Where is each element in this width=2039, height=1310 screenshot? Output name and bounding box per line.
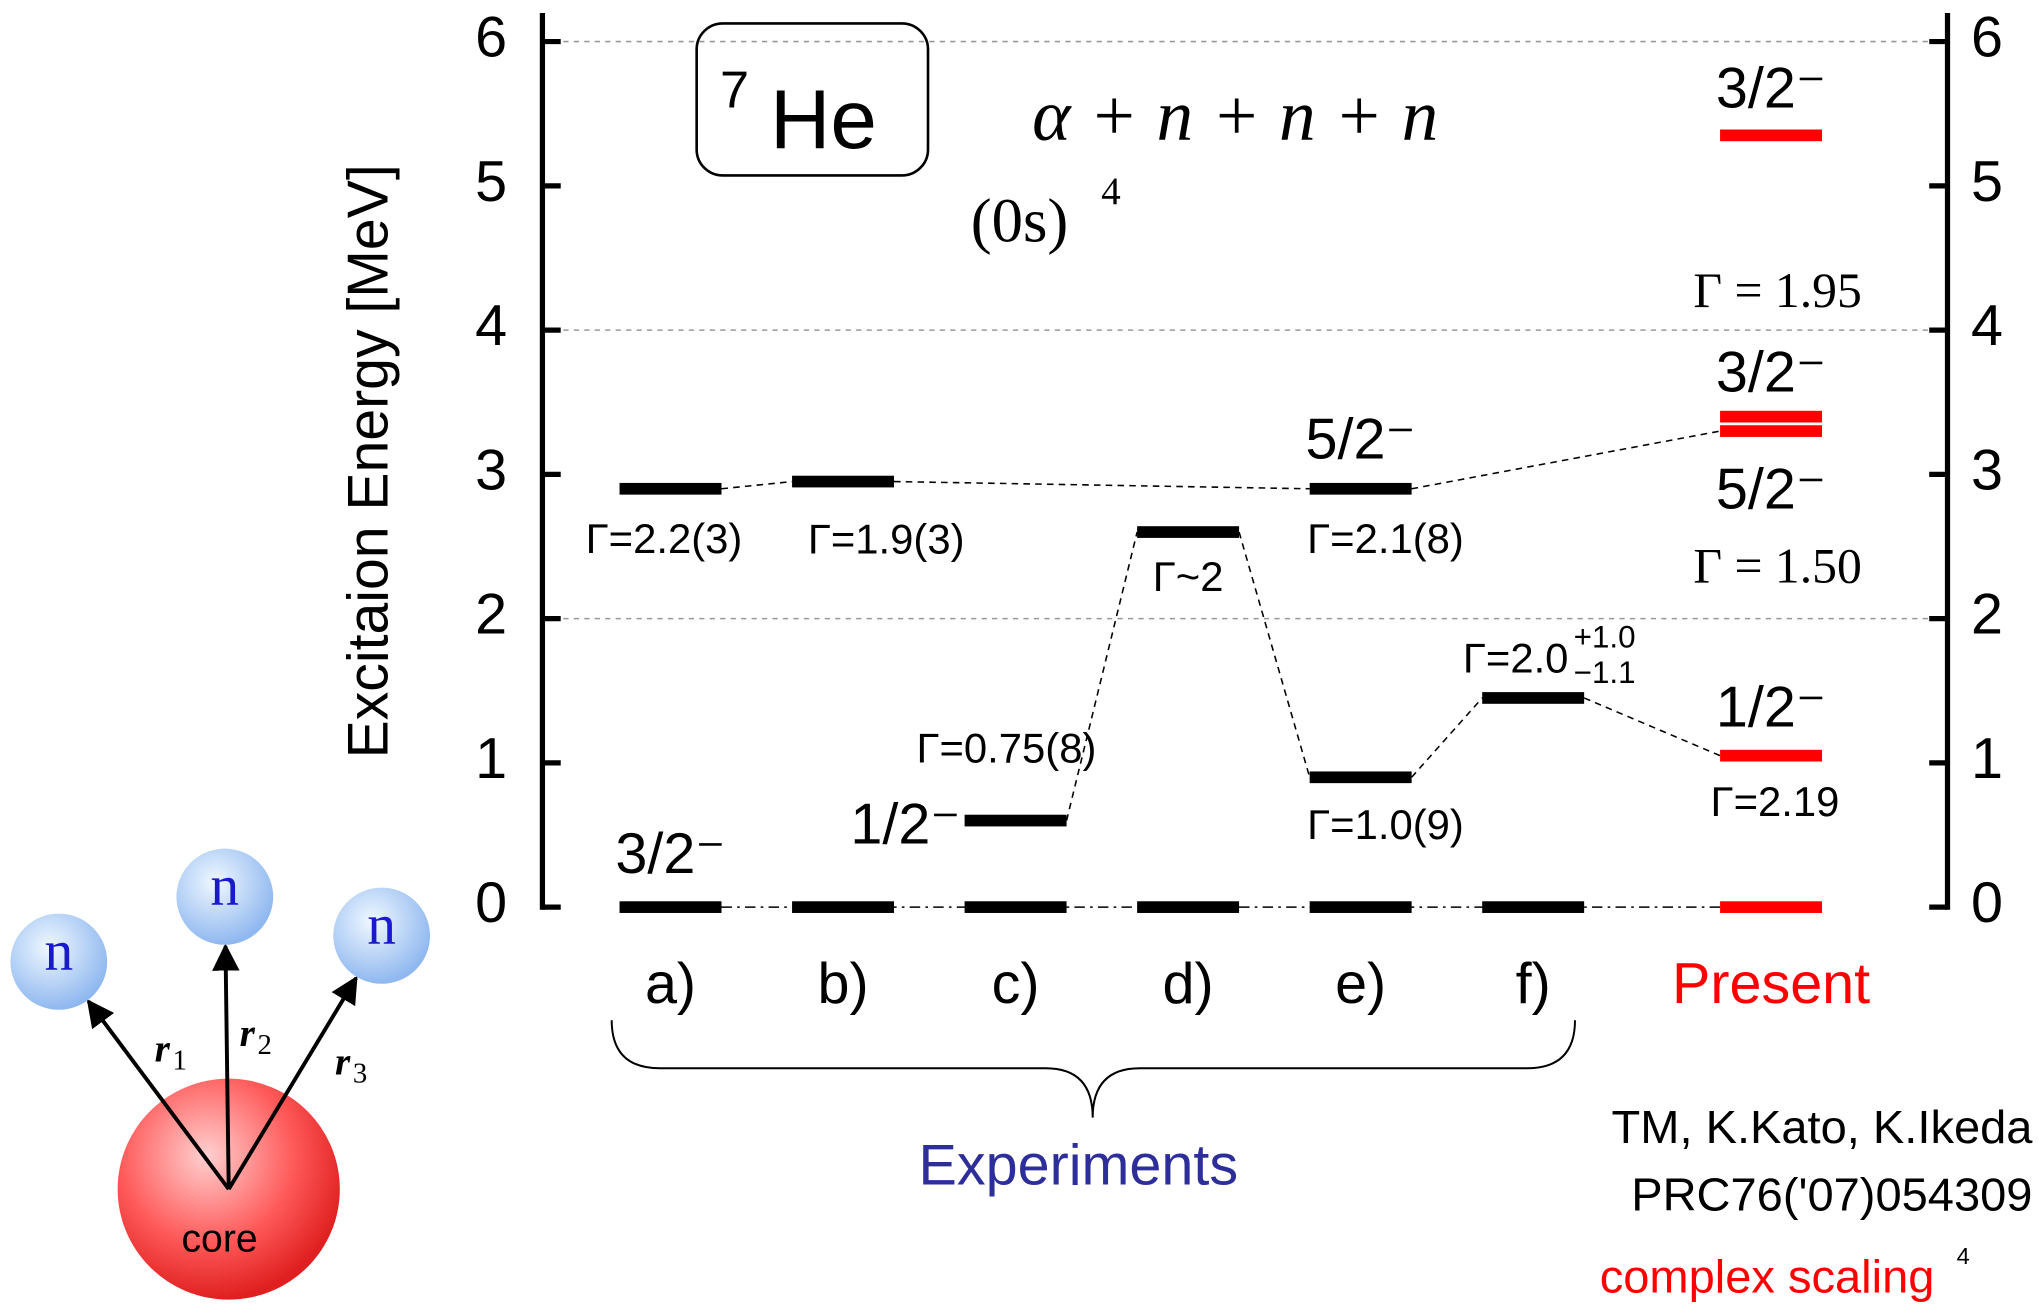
nucleus: He: [770, 72, 877, 166]
width-label: Γ=2.0: [1463, 635, 1569, 682]
width-error-minus: −1.1: [1574, 655, 1636, 690]
category-label: c): [992, 952, 1040, 1016]
level: [1720, 410, 1823, 423]
category-label: f): [1516, 952, 1551, 1016]
category-label: Present: [1672, 952, 1870, 1016]
level: [1720, 901, 1823, 913]
connector: [894, 480, 1310, 490]
neutron: [333, 887, 431, 984]
y2-tick-label: 6: [1971, 6, 2003, 70]
level: [964, 814, 1067, 827]
vector-index: 1: [173, 1045, 187, 1077]
connector: [1411, 430, 1721, 490]
width-label: Γ=2.19: [1711, 778, 1840, 825]
vector-symbol: r: [335, 1041, 351, 1084]
width-label: Γ~2: [1153, 553, 1224, 600]
y2-tick-label: 5: [1971, 150, 2003, 214]
spin-label: 3/2⁻: [1716, 341, 1826, 405]
level: [619, 482, 722, 495]
mass-number: 7: [720, 61, 749, 119]
neutron-label: n: [44, 920, 73, 983]
arrow: [212, 943, 240, 1190]
connector: [1238, 531, 1311, 778]
level: [1720, 425, 1823, 437]
level: [619, 901, 722, 913]
connector: [721, 480, 793, 490]
y2-tick-label: 4: [1971, 294, 2003, 358]
spin-label: 5/2⁻: [1305, 408, 1415, 472]
level: [1482, 901, 1585, 913]
level: [964, 901, 1067, 913]
connector: [1583, 697, 1721, 757]
level: [1137, 526, 1240, 538]
arrow: [86, 999, 231, 1191]
connector: [1411, 697, 1483, 778]
y-tick-label: 6: [475, 6, 507, 70]
spin-label: 3/2⁻: [1716, 57, 1826, 121]
vector-index: 3: [353, 1058, 367, 1090]
journal: PRC76('07)054309: [1631, 1169, 2032, 1221]
y-tick-label: 3: [475, 439, 507, 503]
width-label: Γ=2.2(3): [586, 515, 743, 562]
level: [1482, 692, 1585, 704]
level: [1309, 771, 1412, 784]
spin-label: 1/2⁻: [850, 793, 960, 857]
y-tick-label: 4: [475, 294, 507, 358]
y2-tick-label: 3: [1971, 439, 2003, 503]
width-label: Γ = 1.50: [1693, 539, 1861, 594]
level: [1720, 749, 1823, 762]
y-axis-title: Excitaion Energy [MeV]: [337, 164, 401, 758]
config: (0s): [971, 186, 1069, 256]
neutron: [10, 913, 108, 1010]
vector-symbol: r: [155, 1028, 171, 1071]
neutron: [176, 848, 274, 945]
level: [1720, 129, 1823, 142]
level: [792, 475, 895, 488]
core: [117, 1078, 340, 1300]
category-label: e): [1335, 952, 1386, 1016]
level: [1309, 482, 1412, 495]
vector-symbol: r: [240, 1012, 256, 1055]
neutron-label: n: [210, 855, 239, 918]
level: [792, 901, 895, 913]
page-number: 4: [1957, 1243, 1970, 1269]
level: [1137, 901, 1240, 913]
y-tick-label: 1: [475, 727, 507, 791]
nucleus-box: [695, 22, 930, 177]
connector: [1065, 531, 1138, 821]
spin-label: 3/2⁻: [615, 822, 725, 886]
width-error-plus: +1.0: [1574, 620, 1636, 655]
config-power: 4: [1101, 170, 1121, 213]
y-tick-label: 0: [475, 871, 507, 935]
spin-label: 1/2⁻: [1716, 676, 1826, 740]
category-label: d): [1163, 952, 1214, 1016]
neutron-label: n: [367, 894, 396, 957]
y-tick-label: 2: [475, 583, 507, 647]
category-label: b): [817, 952, 868, 1016]
core-label: core: [181, 1218, 257, 1261]
y-tick-label: 5: [475, 150, 507, 214]
width-label: Γ=2.1(8): [1307, 515, 1464, 562]
method: complex scaling: [1600, 1251, 1935, 1303]
spin-label: 5/2⁻: [1716, 458, 1826, 522]
arrow: [227, 975, 358, 1191]
y2-tick-label: 1: [1971, 727, 2003, 791]
width-label: Γ = 1.95: [1693, 263, 1861, 318]
category-label: a): [645, 952, 696, 1016]
model: α + n + n + n: [1032, 75, 1438, 156]
y2-tick-label: 2: [1971, 583, 2003, 647]
y2-tick-label: 0: [1971, 871, 2003, 935]
group-label: Experiments: [919, 1134, 1239, 1198]
width-label: Γ=0.75(8): [916, 725, 1096, 772]
vector-index: 2: [257, 1029, 271, 1061]
width-label: Γ=1.9(3): [808, 516, 965, 563]
width-label: Γ=1.0(9): [1307, 801, 1464, 848]
level: [1309, 901, 1412, 913]
authors: TM, K.Kato, K.Ikeda: [1612, 1101, 2034, 1153]
brace: [610, 1020, 1576, 1118]
